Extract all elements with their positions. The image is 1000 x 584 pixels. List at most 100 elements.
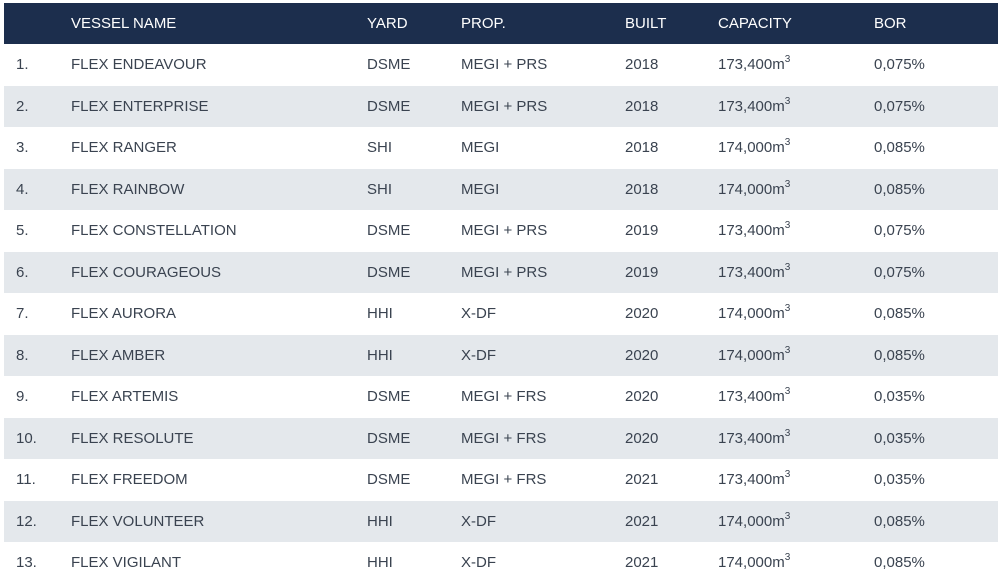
capacity-unit: m bbox=[772, 222, 785, 240]
table-row: 10. FLEX RESOLUTE DSME MEGI + FRS 2020 1… bbox=[4, 417, 998, 460]
cell-prop: MEGI + PRS bbox=[461, 263, 548, 281]
cell-num: 10. bbox=[16, 429, 37, 447]
cell-built: 2020 bbox=[625, 305, 659, 323]
cell-capacity: 174,000m3 bbox=[718, 542, 874, 584]
cell-built: 2018 bbox=[625, 180, 659, 198]
cell-vessel-name: FLEX VIGILANT bbox=[71, 554, 182, 572]
cell-vessel-name: FLEX AMBER bbox=[71, 346, 166, 364]
cell-prop: MEGI + PRS bbox=[461, 222, 548, 240]
cell-capacity: 173,400m3 bbox=[718, 44, 874, 86]
cell-capacity: 173,400m3 bbox=[718, 86, 874, 128]
cell-num: 7. bbox=[16, 305, 29, 323]
capacity-value: 174,000 bbox=[718, 180, 773, 198]
cell-vessel-name: FLEX CONSTELLATION bbox=[71, 222, 237, 240]
capacity-unit: m bbox=[772, 56, 785, 74]
capacity-value: 173,400 bbox=[718, 97, 773, 115]
capacity-value: 173,400 bbox=[718, 429, 773, 447]
cell-capacity: 173,400m3 bbox=[718, 210, 874, 252]
cell-bor: 0,035% bbox=[874, 388, 925, 406]
cell-prop: MEGI + FRS bbox=[461, 388, 547, 406]
cell-vessel-name: FLEX VOLUNTEER bbox=[71, 512, 205, 530]
header-yard: YARD bbox=[367, 15, 408, 32]
table-row: 3. FLEX RANGER SHI MEGI 2018 174,000m3 0… bbox=[4, 127, 998, 169]
cell-vessel-name: FLEX ARTEMIS bbox=[71, 388, 179, 406]
capacity-value: 173,400 bbox=[718, 388, 773, 406]
capacity-value: 174,000 bbox=[718, 512, 773, 530]
table-row: 13. FLEX VIGILANT HHI X-DF 2021 174,000m… bbox=[4, 542, 998, 584]
cell-capacity: 174,000m3 bbox=[718, 335, 874, 377]
capacity-unit-exponent: 3 bbox=[784, 344, 791, 356]
cell-num: 5. bbox=[16, 222, 29, 240]
cell-prop: X-DF bbox=[461, 346, 496, 364]
capacity-unit: m bbox=[772, 512, 785, 530]
table-row: 1. FLEX ENDEAVOUR DSME MEGI + PRS 2018 1… bbox=[4, 44, 998, 86]
table-row: 6. FLEX COURAGEOUS DSME MEGI + PRS 2019 … bbox=[4, 251, 998, 293]
cell-yard: DSME bbox=[367, 97, 411, 115]
cell-capacity: 173,400m3 bbox=[718, 418, 874, 460]
capacity-unit: m bbox=[772, 97, 785, 115]
cell-prop: X-DF bbox=[461, 512, 496, 530]
capacity-unit-exponent: 3 bbox=[784, 178, 791, 190]
cell-bor: 0,085% bbox=[874, 346, 925, 364]
cell-num: 4. bbox=[16, 180, 29, 198]
cell-prop: MEGI bbox=[461, 180, 500, 198]
cell-built: 2021 bbox=[625, 554, 659, 572]
header-bor: BOR bbox=[874, 15, 907, 32]
cell-bor: 0,075% bbox=[874, 56, 925, 74]
capacity-unit-exponent: 3 bbox=[784, 303, 791, 315]
cell-bor: 0,085% bbox=[874, 180, 925, 198]
cell-built: 2018 bbox=[625, 97, 659, 115]
cell-prop: MEGI + PRS bbox=[461, 97, 548, 115]
cell-num: 8. bbox=[16, 346, 29, 364]
cell-prop: MEGI + PRS bbox=[461, 56, 548, 74]
cell-capacity: 174,000m3 bbox=[718, 501, 874, 543]
capacity-unit: m bbox=[772, 305, 785, 323]
capacity-value: 174,000 bbox=[718, 305, 773, 323]
header-num bbox=[4, 3, 71, 44]
capacity-value: 173,400 bbox=[718, 471, 773, 489]
header-capacity: CAPACITY bbox=[718, 15, 792, 32]
cell-vessel-name: FLEX COURAGEOUS bbox=[71, 263, 222, 281]
cell-built: 2020 bbox=[625, 346, 659, 364]
cell-yard: SHI bbox=[367, 139, 393, 157]
cell-yard: HHI bbox=[367, 305, 393, 323]
cell-bor: 0,085% bbox=[874, 554, 925, 572]
cell-capacity: 174,000m3 bbox=[718, 127, 874, 169]
table-row: 8. FLEX AMBER HHI X-DF 2020 174,000m3 0,… bbox=[4, 334, 998, 377]
header-vessel-name: VESSEL NAME bbox=[71, 15, 177, 32]
fleet-table: VESSEL NAME YARD PROP. BUILT CAPACITY BO… bbox=[4, 3, 998, 584]
cell-num: 12. bbox=[16, 512, 37, 530]
capacity-unit-exponent: 3 bbox=[784, 386, 791, 398]
cell-built: 2018 bbox=[625, 139, 659, 157]
cell-prop: MEGI + FRS bbox=[461, 429, 547, 447]
capacity-unit: m bbox=[772, 139, 785, 157]
cell-vessel-name: FLEX AURORA bbox=[71, 305, 177, 323]
cell-bor: 0,075% bbox=[874, 222, 925, 240]
cell-prop: MEGI + FRS bbox=[461, 471, 547, 489]
capacity-unit-exponent: 3 bbox=[784, 95, 791, 107]
cell-num: 11. bbox=[16, 471, 36, 489]
capacity-value: 173,400 bbox=[718, 222, 773, 240]
cell-built: 2019 bbox=[625, 263, 659, 281]
cell-yard: HHI bbox=[367, 512, 393, 530]
capacity-unit: m bbox=[772, 263, 785, 281]
cell-yard: DSME bbox=[367, 429, 411, 447]
cell-bor: 0,085% bbox=[874, 305, 925, 323]
capacity-unit-exponent: 3 bbox=[784, 54, 791, 66]
cell-capacity: 173,400m3 bbox=[718, 459, 874, 501]
capacity-unit-exponent: 3 bbox=[784, 552, 791, 564]
cell-capacity: 174,000m3 bbox=[718, 293, 874, 335]
cell-num: 6. bbox=[16, 263, 29, 281]
cell-yard: DSME bbox=[367, 56, 411, 74]
cell-num: 9. bbox=[16, 388, 29, 406]
capacity-unit-exponent: 3 bbox=[784, 220, 791, 232]
capacity-unit-exponent: 3 bbox=[784, 261, 791, 273]
cell-yard: DSME bbox=[367, 263, 411, 281]
capacity-value: 173,400 bbox=[718, 263, 773, 281]
cell-bor: 0,085% bbox=[874, 512, 925, 530]
cell-bor: 0,035% bbox=[874, 471, 925, 489]
capacity-unit-exponent: 3 bbox=[784, 469, 791, 481]
cell-num: 3. bbox=[16, 139, 29, 157]
cell-bor: 0,075% bbox=[874, 263, 925, 281]
cell-yard: HHI bbox=[367, 346, 393, 364]
